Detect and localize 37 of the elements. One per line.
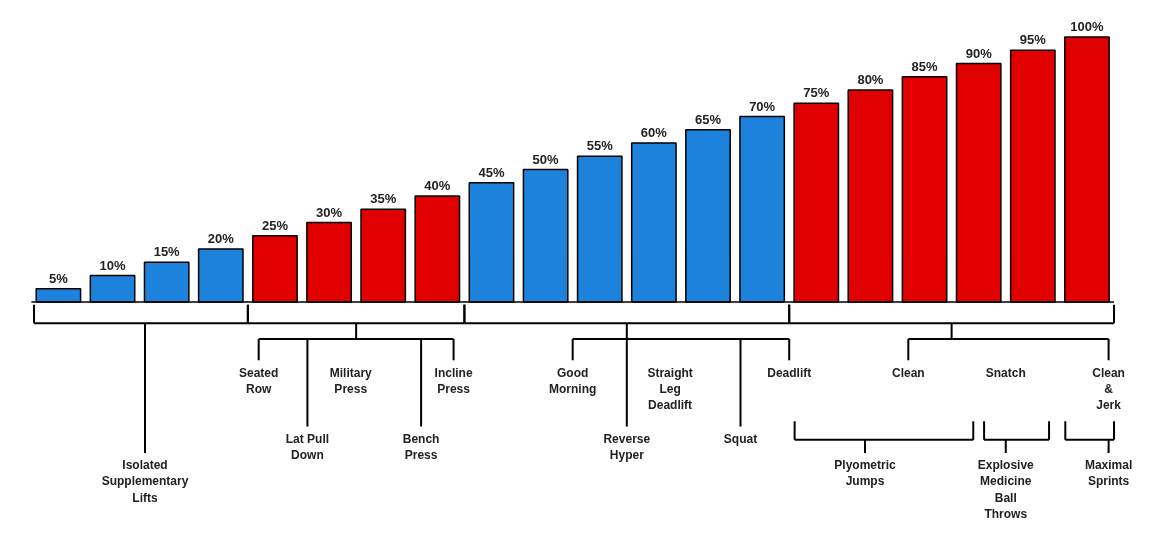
data-label: 60% — [640, 125, 668, 140]
text: Isolated Supplementary Lifts — [101, 458, 189, 505]
text: Snatch — [985, 365, 1026, 380]
text: Good Morning — [549, 365, 597, 396]
data-label: 85% — [911, 58, 938, 74]
text: Plyometric Jumps — [834, 458, 897, 489]
data-label: 10% — [99, 257, 126, 273]
data-label: 35% — [370, 191, 397, 207]
data-label: 65% — [695, 111, 722, 127]
text: Reverse Hyper — [603, 431, 651, 462]
data-label: 20% — [207, 231, 235, 246]
text: Maximal Sprints — [1084, 458, 1133, 489]
data-label: 25% — [261, 217, 289, 233]
text: Bench Press — [402, 431, 440, 462]
data-label: 45% — [478, 164, 505, 180]
data-label: 95% — [1019, 32, 1047, 48]
text: Lat Pull Down — [285, 431, 330, 462]
data-label: 90% — [965, 45, 993, 61]
data-label: 100% — [1070, 19, 1105, 34]
data-label: 80% — [857, 72, 884, 87]
text: Squat — [723, 431, 758, 446]
data-label: 50% — [532, 151, 560, 167]
text: Straight Leg Deadlift — [647, 365, 693, 412]
text: Military Press — [329, 365, 373, 396]
text: Explosive Medicine Ball Throws — [977, 458, 1035, 521]
text: Deadlift — [767, 365, 812, 380]
text: Incline Press — [434, 365, 473, 396]
data-label: 5% — [49, 270, 69, 286]
data-label: 40% — [424, 178, 451, 193]
data-label: 30% — [316, 204, 343, 220]
data-label: 15% — [153, 244, 181, 260]
text: Clean — [891, 365, 925, 380]
data-label: 75% — [803, 85, 830, 101]
text: Clean & Jerk — [1092, 365, 1125, 412]
data-label: 70% — [749, 98, 776, 114]
data-label: 55% — [586, 138, 614, 154]
text: Seated Row — [239, 365, 279, 396]
